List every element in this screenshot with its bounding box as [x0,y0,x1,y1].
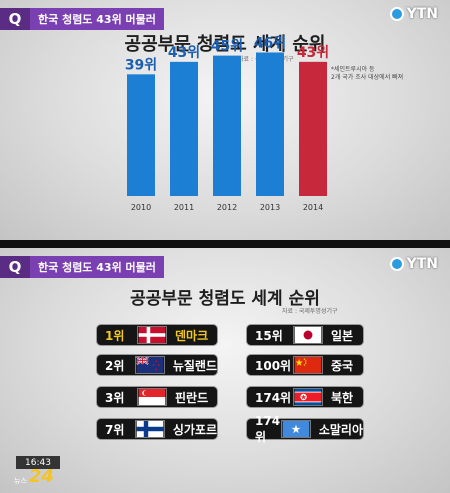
rank-row-left-1: 2위 뉴질랜드 [96,354,218,376]
ytn-dot-icon [389,7,404,21]
new-zealand-flag-icon [134,356,165,374]
country-name: 일본 [331,328,354,343]
rank-number: 15위 [255,328,283,343]
rank-number: 1위 [105,328,125,343]
somalia-flag-icon [280,420,311,438]
data-label-2013: 46위 [254,35,286,51]
rank-row-right-3: 174위 소말리아 [246,414,364,444]
rank-row-left-0: 1위 덴마크 [96,324,218,346]
finland-flag-icon [134,420,165,438]
banner-headline: 한국 청렴도 43위 머물러 [30,8,164,30]
x-tick-2011: 2011 [174,203,194,212]
denmark-flag-icon [137,326,167,344]
chart-panel: Q 한국 청렴도 43위 머물러 YTN 공공부문 청렴도 세계 순위 자료 :… [0,0,450,240]
annotation-line-1: 2개 국가 조사 대상에서 빠져 [331,73,403,81]
x-tick-2010: 2010 [131,203,151,212]
banner-headline-2: 한국 청렴도 43위 머물러 [30,256,164,278]
rank-number: 2위 [105,358,125,373]
rank-row-right-0: 15위 일본 [246,324,364,346]
data-label-2011: 43위 [168,45,200,61]
bar-2010 [127,74,155,196]
ranking-panel: Q 한국 청렴도 43위 머물러 YTN 공공부문 청렴도 세계 순위 자료 :… [0,248,450,493]
q-icon: Q [0,256,30,278]
x-tick-2013: 2013 [260,203,280,212]
rank-number: 7위 [105,422,125,437]
bar-2013 [256,52,284,197]
japan-flag-icon [293,326,323,344]
ytn-logo: YTN [389,6,438,22]
country-name: 북한 [331,390,354,405]
news-banner-2: Q 한국 청렴도 43위 머물러 [0,256,164,278]
bar-2012 [213,55,241,196]
north-korea-flag-icon [293,388,323,406]
data-label-2012: 45위 [211,39,243,55]
country-name: 덴마크 [175,328,209,343]
rank-number: 174위 [255,390,292,405]
rank-row-right-1: 100위 중국 [246,354,364,376]
x-tick-2014: 2014 [303,203,323,212]
country-name: 싱가포르 [172,422,217,437]
data-label-2010: 39위 [125,57,157,73]
chart-title: 공공부문 청렴도 세계 순위 [124,34,326,55]
country-name: 뉴질랜드 [172,358,217,373]
china-flag-icon [293,356,323,374]
data-label-2014: 43위 [297,45,329,61]
country-name: 핀란드 [175,390,209,405]
rank-number: 174위 [255,413,281,444]
ranking-title: 공공부문 청렴도 세계 순위 [130,289,320,309]
broadcast-clock: 16:43 [16,456,60,469]
ranking-source: 자료 : 국제투명성기구 [282,308,338,315]
rank-number: 3위 [105,390,125,405]
news-banner: Q 한국 청렴도 43위 머물러 [0,8,164,30]
ytn-logo-2: YTN [389,256,438,272]
channel-small-text: 뉴스 [14,477,27,485]
channel-logo: 뉴스 24 [14,468,54,486]
channel-number: 24 [28,466,54,487]
x-tick-2012: 2012 [217,203,237,212]
panel-divider [0,240,450,248]
rank-row-left-3: 7위 싱가포르 [96,418,218,440]
q-icon: Q [0,8,30,30]
rank-row-left-2: 3위 핀란드 [96,386,218,408]
ytn-logo-text: YTN [406,6,438,22]
ytn-dot-icon [389,257,404,271]
bar-2014 [299,61,327,197]
rank-number: 100위 [255,358,292,373]
annotation-line-0: *세인트루시아 등 [331,65,375,73]
ytn-logo-text: YTN [406,256,438,272]
country-name: 중국 [331,358,354,373]
bar-chart: 39위 2010 43위 2011 45위 2012 46위 2013 43위 2014 *세인트루… [125,35,403,212]
rank-row-right-2: 174위 북한 [246,386,364,408]
country-name: 소말리아 [318,422,363,437]
singapore-flag-icon [137,388,167,406]
bar-2011 [170,61,198,197]
